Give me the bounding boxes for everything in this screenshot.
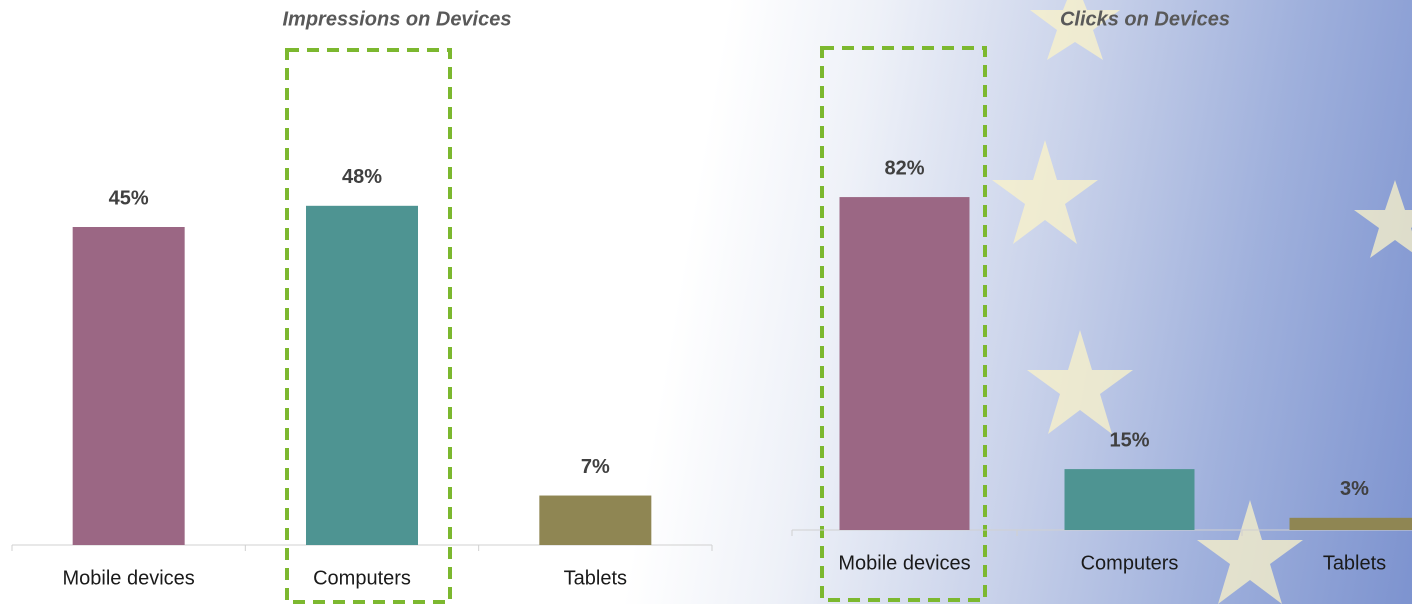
bar (840, 197, 970, 530)
x-tick-label: Mobile devices (838, 552, 970, 574)
bar (73, 227, 185, 545)
value-label: 82% (884, 157, 924, 179)
x-tick-label: Tablets (1323, 552, 1386, 574)
value-label: 3% (1340, 478, 1369, 500)
bar (306, 206, 418, 545)
value-label: 48% (342, 166, 382, 188)
chart-title: Impressions on Devices (283, 8, 512, 30)
x-tick-label: Computers (1081, 552, 1179, 574)
star (1027, 330, 1133, 434)
background-stars (992, 0, 1412, 604)
charts: Impressions on Devices Clicks on Devices… (0, 0, 1412, 604)
value-label: 15% (1109, 429, 1149, 451)
star (1197, 500, 1303, 604)
chart-title: Clicks on Devices (1060, 8, 1230, 30)
page: Impressions on Devices Clicks on Devices… (0, 0, 1412, 604)
bar (1065, 469, 1195, 530)
star (992, 140, 1098, 244)
value-label: 7% (581, 456, 610, 478)
x-tick-label: Tablets (564, 567, 627, 589)
star (1354, 180, 1412, 258)
x-tick-label: Mobile devices (63, 567, 195, 589)
bar (1290, 518, 1412, 530)
value-label: 45% (109, 187, 149, 209)
x-tick-label: Computers (313, 567, 411, 589)
bar (539, 496, 651, 545)
